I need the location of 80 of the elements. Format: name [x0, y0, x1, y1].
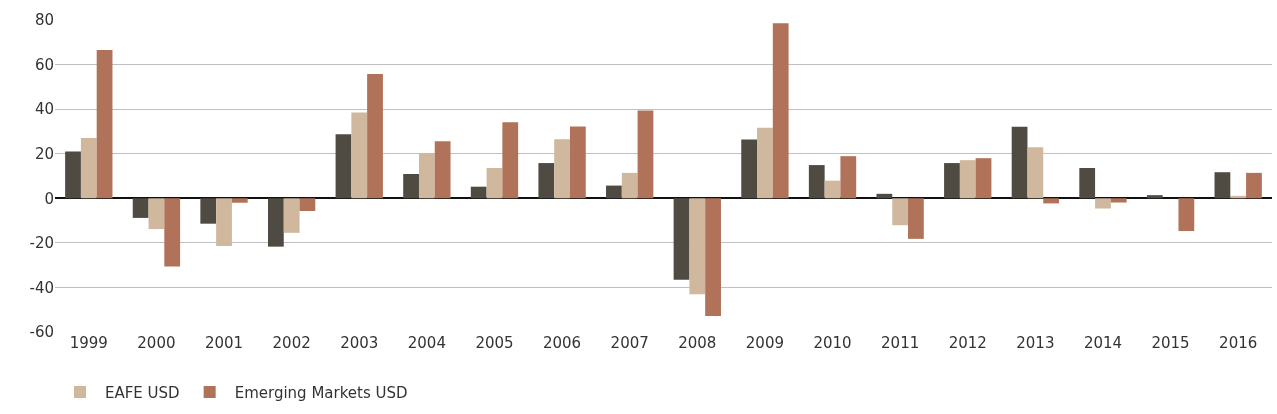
bar [637, 110, 654, 199]
x-tick-label: 2015 [1151, 334, 1190, 352]
x-tick-label: 2009 [745, 334, 785, 352]
bar [554, 139, 570, 199]
x-tick-label: 1999 [69, 334, 108, 352]
bar [164, 198, 181, 267]
bar [808, 165, 825, 199]
bar [1011, 126, 1028, 199]
bar [538, 163, 555, 199]
bar [267, 198, 284, 247]
bar [772, 23, 789, 199]
y-tick-label: 20 [34, 144, 54, 163]
x-tick-label: 2000 [137, 334, 176, 352]
x-tick-label: 2004 [407, 334, 446, 352]
bar [299, 198, 316, 211]
bar [1146, 195, 1163, 199]
y-tick-label: -40 [29, 278, 54, 297]
bar [470, 186, 487, 199]
x-tick-label: 2005 [475, 334, 514, 352]
bar [959, 160, 976, 199]
bar [1110, 198, 1127, 203]
x-tick-label: 2008 [678, 334, 717, 352]
bar [975, 158, 992, 199]
bar [96, 50, 113, 199]
bar [944, 163, 960, 199]
bar [689, 198, 706, 295]
x-tick-label: 2010 [813, 334, 852, 352]
bar [1214, 172, 1231, 199]
bar [840, 156, 857, 199]
y-tick-label: -20 [29, 234, 54, 253]
y-tick-label: 0 [44, 189, 54, 208]
bar [908, 198, 924, 239]
bar [876, 193, 893, 199]
y-tick-label: 40 [34, 100, 54, 119]
bar [486, 167, 503, 199]
bar [403, 173, 419, 199]
bar [132, 198, 149, 218]
x-tick-label: 2002 [272, 334, 311, 352]
bar [892, 198, 909, 226]
bar [216, 198, 232, 246]
bar [148, 198, 165, 230]
bar [1095, 198, 1111, 209]
bar [418, 153, 435, 199]
bar [351, 112, 368, 199]
x-tick-label: 2003 [340, 334, 379, 352]
y-tick-label: 80 [34, 11, 54, 30]
bar [621, 172, 638, 199]
bar [80, 138, 97, 199]
legend-label: Emerging Markets USD [234, 383, 408, 402]
y-tick-label: -60 [29, 323, 54, 342]
bar [231, 198, 248, 203]
x-tick-label: 2014 [1083, 334, 1123, 352]
bar [1246, 172, 1262, 199]
bar [502, 122, 519, 199]
legend-label: EAFE USD [105, 383, 180, 402]
bar [200, 198, 217, 224]
x-tick-label: 2001 [204, 334, 244, 352]
x-tick-label: 2013 [1016, 334, 1055, 352]
bar [705, 198, 721, 316]
x-tick-label: 2011 [881, 334, 920, 352]
bar [335, 134, 352, 199]
bar [1043, 198, 1060, 204]
bar [673, 198, 690, 280]
bar [606, 185, 622, 199]
bar [741, 139, 758, 199]
bar [1178, 198, 1195, 232]
bar [757, 127, 773, 199]
bar [824, 180, 841, 199]
bar [1027, 147, 1044, 199]
bar [65, 151, 81, 199]
bar [367, 73, 383, 199]
bar [283, 198, 300, 233]
bar [569, 126, 586, 199]
bar [434, 141, 451, 199]
x-tick-label: 2006 [542, 334, 582, 352]
bar [1079, 167, 1096, 199]
y-tick-label: 60 [34, 55, 54, 74]
x-tick-label: 2012 [948, 334, 987, 352]
x-tick-label: 2007 [610, 334, 649, 352]
x-tick-label: 2016 [1219, 334, 1258, 352]
